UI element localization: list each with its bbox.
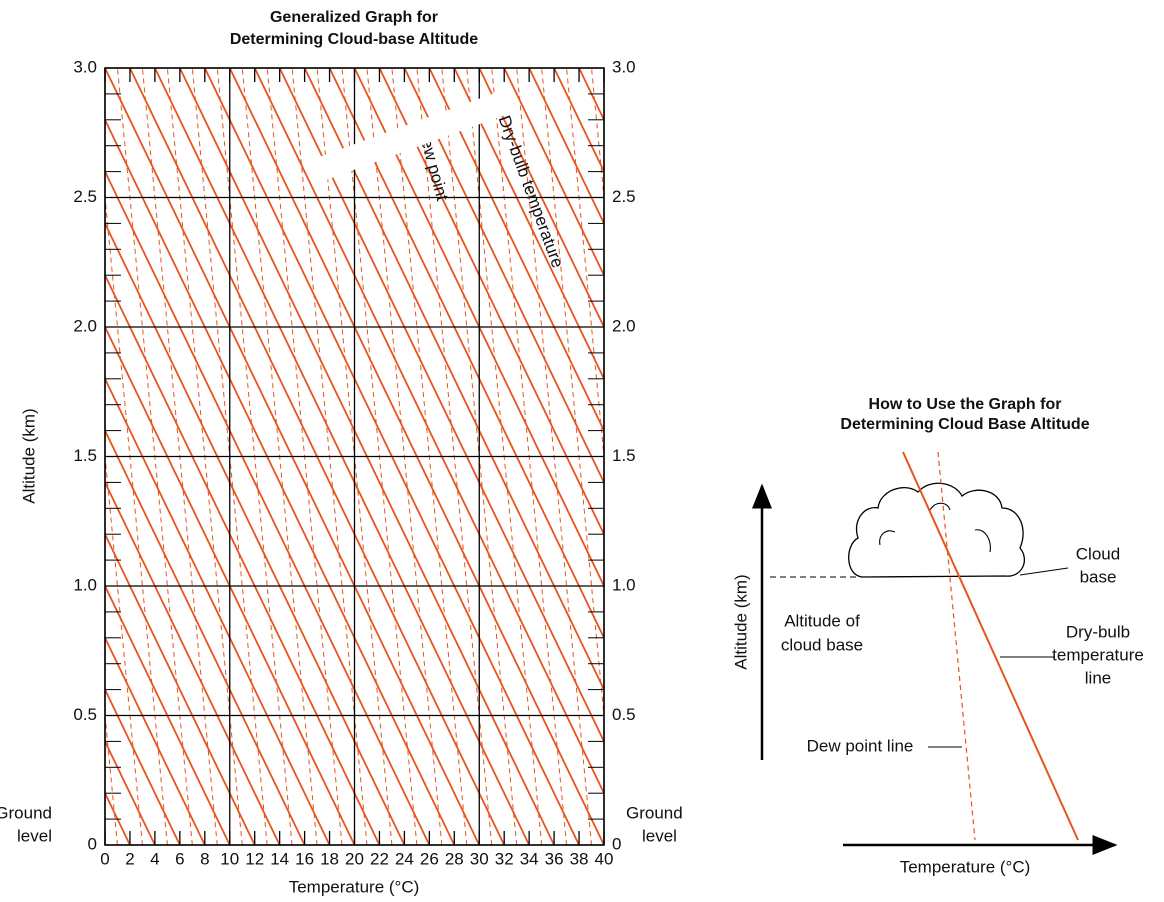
ground-label: level	[642, 826, 677, 845]
x-tick-label: 8	[200, 849, 209, 868]
dry-bulb-line	[902, 451, 1079, 841]
x-tick-label: 22	[370, 849, 389, 868]
x-tick-label: 12	[245, 849, 264, 868]
x-tick-label: 24	[395, 849, 414, 868]
y-tick-label: 0.5	[612, 705, 636, 724]
chart-title: Determining Cloud-base Altitude	[230, 31, 478, 48]
x-tick-label: 0	[100, 849, 109, 868]
y-tick-label: 2.0	[612, 316, 636, 335]
y-tick-label: 1.5	[612, 446, 636, 465]
x-tick-label: 40	[595, 849, 614, 868]
ground-label: level	[17, 826, 52, 845]
y-tick-label: 2.5	[73, 187, 97, 206]
label: Dew point line	[807, 736, 914, 755]
x-tick-label: 2	[125, 849, 134, 868]
label: Dry-bulb	[1066, 622, 1130, 641]
x-axis-label: Temperature (°C)	[289, 877, 420, 896]
diagram: How to Use the Graph for Determining Clo…	[731, 396, 1143, 876]
y-tick-label: 1.0	[73, 575, 97, 594]
label: base	[1080, 567, 1117, 586]
label: Altitude of	[784, 611, 860, 630]
x-tick-label: 34	[520, 849, 539, 868]
dry-bulb-line	[553, 68, 604, 174]
label: Cloud	[1076, 544, 1120, 563]
label: cloud base	[781, 635, 863, 654]
diagram-xlabel: Temperature (°C)	[900, 857, 1031, 876]
y-tick-label: 1.5	[73, 446, 97, 465]
y-tick-label: 2.0	[73, 316, 97, 335]
x-tick-label: 26	[420, 849, 439, 868]
y-axis-label: Altitude (km)	[19, 408, 38, 503]
x-tick-label: 6	[175, 849, 184, 868]
annotation: Dry-bulb temperature	[495, 113, 568, 270]
dew-point-line	[641, 68, 716, 845]
leader	[1019, 567, 1069, 576]
x-tick-label: 38	[570, 849, 589, 868]
ground-label: Ground	[0, 803, 52, 822]
x-tick-label: 20	[345, 849, 364, 868]
graph: Generalized Graph for Determining Cloud-b…	[0, 9, 716, 896]
label: line	[1085, 668, 1111, 687]
x-tick-label: 36	[545, 849, 564, 868]
y-tick-label: 0	[88, 834, 97, 853]
y-tick-label: 1.0	[612, 575, 636, 594]
plot-frame	[104, 67, 605, 846]
y-tick-label: 2.5	[612, 187, 636, 206]
diagram-title: How to Use the Graph for	[869, 396, 1062, 413]
x-tick-label: 4	[150, 849, 159, 868]
label-bg	[315, 89, 512, 181]
diagram-ylabel: Altitude (km)	[731, 574, 750, 669]
x-tick-label: 18	[320, 849, 339, 868]
diagram-title: Determining Cloud Base Altitude	[840, 416, 1089, 433]
label: temperature	[1052, 645, 1144, 664]
y-tick-label: 3.0	[73, 57, 97, 76]
x-tick-label: 32	[495, 849, 514, 868]
chart-title: Generalized Graph for	[270, 9, 438, 26]
x-tick-label: 10	[220, 849, 239, 868]
x-tick-label: 30	[470, 849, 489, 868]
y-tick-label: 3.0	[612, 57, 636, 76]
dew-point-line	[937, 451, 976, 841]
x-tick-label: 16	[295, 849, 314, 868]
cloud	[848, 482, 1025, 578]
cloud-detail	[879, 502, 991, 553]
y-tick-label: 0.5	[73, 705, 97, 724]
ground-label: Ground	[626, 803, 683, 822]
y-tick-label: 0	[612, 834, 621, 853]
x-tick-label: 14	[270, 849, 289, 868]
dry-bulb-line	[603, 68, 604, 71]
x-tick-label: 28	[445, 849, 464, 868]
